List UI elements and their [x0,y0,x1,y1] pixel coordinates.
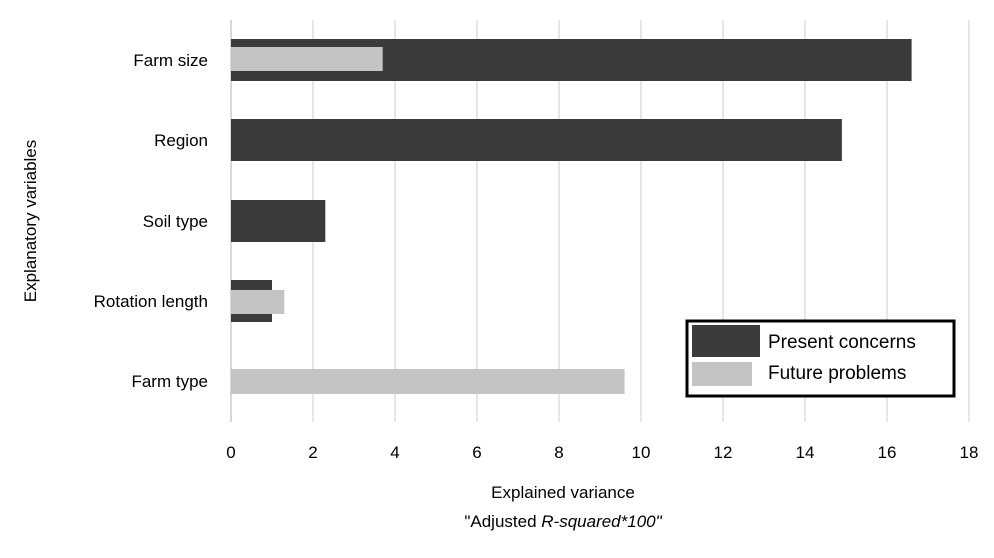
category-label: Rotation length [94,292,208,311]
bars [231,39,912,394]
x-tick-label: 8 [554,443,563,462]
bar-present-concerns [231,200,326,242]
x-tick-label: 6 [472,443,481,462]
category-label: Region [154,131,208,150]
legend-swatch-future-problems [692,362,752,386]
y-axis-title: Explanatory variables [21,140,40,303]
legend-label-future-problems: Future problems [768,363,906,384]
x-tick-label: 0 [226,443,235,462]
legend: Present concerns Future problems [685,319,956,398]
legend-label-present-concerns: Present concerns [768,332,916,353]
bar-future-problems [231,369,625,394]
bar-present-concerns [231,119,842,161]
x-tick-label: 12 [714,443,733,462]
bar-future-problems [231,290,285,314]
category-label: Farm type [131,372,208,391]
x-tick-label: 4 [390,443,399,462]
x-tick-label: 16 [878,443,897,462]
category-labels: Farm size Region Soil type Rotation length F… [94,51,208,391]
x-tick-label: 2 [308,443,317,462]
x-tick-label: 18 [960,443,979,462]
x-tick-label: 14 [796,443,815,462]
x-axis-title-line2: "Adjusted R-squared*100" [464,512,662,531]
x-tick-label: 10 [632,443,651,462]
x-axis-title-line1: Explained variance [491,483,635,502]
x-axis-title-prefix: "Adjusted [464,512,541,531]
category-label: Soil type [143,212,208,231]
x-axis-title-italic: R-squared*100" [541,512,662,531]
gridlines [230,20,970,422]
category-label: Farm size [133,51,208,70]
bar-future-problems [231,47,383,71]
x-tick-labels: 0 2 4 6 8 10 12 14 16 18 [226,443,978,462]
legend-swatch-present-concerns [692,325,760,357]
